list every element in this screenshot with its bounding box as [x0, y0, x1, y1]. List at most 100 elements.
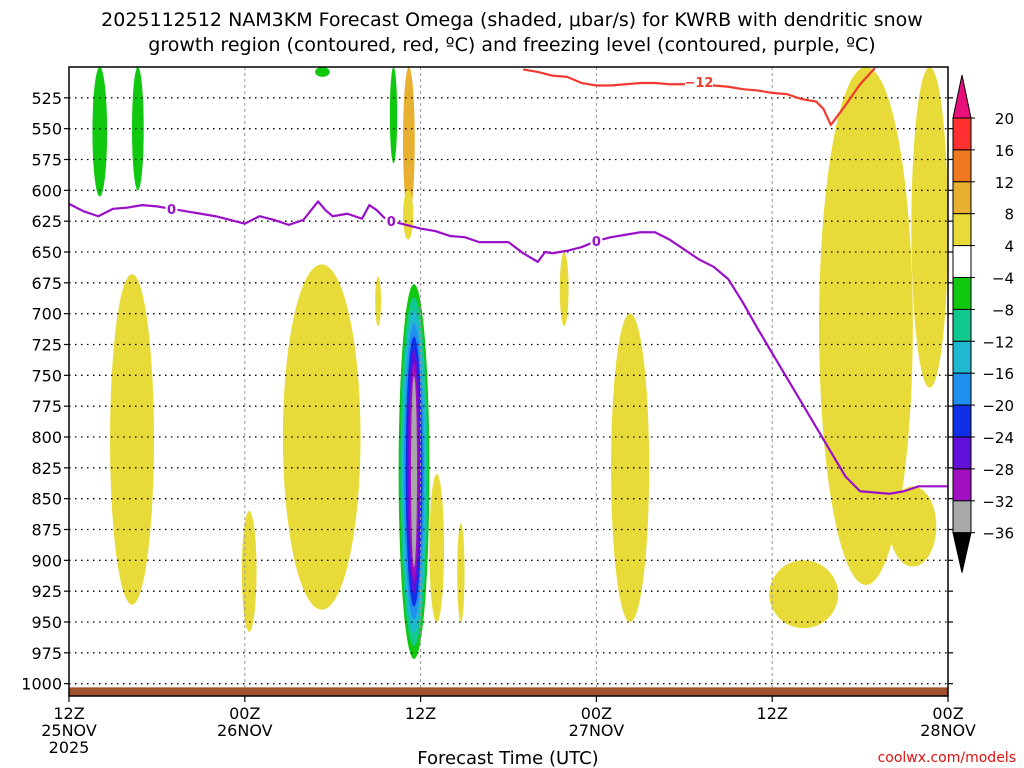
y-tick-label-850: 850 [31, 490, 62, 509]
omega-region-7 [110, 274, 154, 605]
omega-region-11 [429, 474, 445, 622]
omega-region-0 [92, 67, 108, 197]
colorbar-label-8: −16 [982, 365, 1014, 383]
contour-label-0-7: 0 [167, 203, 176, 218]
colorbar-segment-11 [952, 468, 972, 502]
colorbar-label-5: −4 [992, 270, 1014, 288]
x-tick-date-0: 25NOV [41, 721, 97, 740]
y-tick-label-750: 750 [31, 366, 62, 385]
colorbar-label-0: 20 [995, 110, 1014, 128]
y-tick-label-900: 900 [31, 551, 62, 570]
x-tick-label-0: 12Z [53, 704, 84, 723]
contour-line-0 [69, 200, 948, 495]
omega-region-1 [131, 67, 144, 191]
y-tick-label-700: 700 [31, 305, 62, 324]
colorbar-segment-7 [952, 340, 972, 374]
contour-label-0-40: 0 [592, 235, 601, 250]
y-axis: 525 550 575 600 625 650 675 700 725 750 775 800 825 8… [21, 89, 953, 694]
colorbar-label-1: 16 [995, 142, 1014, 160]
omega-region-15 [769, 560, 839, 629]
colorbar-segment-8 [952, 372, 972, 406]
omega-region-5 [403, 190, 414, 240]
x-tick-label-24: 12Z [405, 704, 436, 723]
plot-frame [68, 66, 949, 697]
colorbar-bottom-arrow [952, 532, 972, 573]
credit-text: coolwx.com/models [878, 750, 1016, 766]
colorbar-segment-2 [952, 181, 972, 215]
y-tick-label-650: 650 [31, 243, 62, 262]
colorbar-top-arrow [952, 74, 972, 119]
y-tick-label-825: 825 [31, 459, 62, 478]
omega-region-4 [403, 67, 415, 215]
colorbar-segment-6 [952, 308, 972, 342]
colorbar-label-11: −28 [982, 461, 1014, 479]
y-tick-label-925: 925 [31, 582, 62, 601]
omega-region-18 [889, 486, 937, 567]
x-tick-label-36: 00Z [581, 704, 612, 723]
colorbar-label-2: 12 [995, 174, 1014, 192]
y-tick-label-950: 950 [31, 613, 62, 632]
x-tick-date-12: 26NOV [217, 721, 273, 740]
colorbar-segment-1 [952, 149, 972, 183]
colorbar-label-13: −36 [982, 525, 1014, 543]
omega-core-ring-7 [411, 375, 418, 568]
colorbar-segment-4 [952, 245, 972, 279]
contour-label-0-25: 0 [387, 215, 396, 230]
colorbar-label-10: −24 [982, 429, 1014, 447]
colorbar-label-12: −32 [982, 493, 1014, 511]
x-tick-label-12: 00Z [229, 704, 260, 723]
y-tick-label-550: 550 [31, 120, 62, 139]
colorbar-label-4: 4 [1004, 238, 1014, 256]
x-tick-label-60: 00Z [932, 704, 963, 723]
omega-region-8 [241, 511, 257, 632]
colorbar-label-7: −12 [982, 333, 1014, 351]
x-tick-year-0: 2025 [49, 738, 90, 757]
colorbar-segment-5 [952, 277, 972, 310]
omega-regions [92, 67, 948, 659]
x-tick-date-60: 28NOV [920, 721, 976, 740]
y-tick-label-800: 800 [31, 428, 62, 447]
x-axis-label: Forecast Time (UTC) [417, 748, 598, 768]
omega-region-14 [611, 313, 650, 622]
omega-region-13 [559, 252, 569, 326]
x-tick-date-36: 27NOV [569, 721, 625, 740]
colorbar-label-3: 8 [1004, 206, 1014, 224]
grid-lines [69, 67, 948, 696]
y-tick-label-675: 675 [31, 274, 62, 293]
omega-region-16 [819, 67, 913, 585]
contour-label-bg-0-7 [165, 201, 178, 216]
x-tick-label-48: 12Z [757, 704, 788, 723]
colorbar: 20 16 12 8 4 −4 −8 −12 −16 −20 −24 −28 −32 −36 [952, 74, 1014, 573]
omega-region-10 [375, 276, 382, 327]
contour-label-bg-0-40 [590, 233, 603, 248]
y-tick-label-775: 775 [31, 397, 62, 416]
colorbar-segment-9 [952, 404, 972, 438]
y-tick-label-975: 975 [31, 644, 62, 663]
omega-region-2 [315, 67, 330, 77]
colorbar-segment-0 [952, 117, 972, 151]
omega-region-12 [457, 523, 465, 623]
colorbar-segment-10 [952, 436, 972, 470]
contour-label-bg-0-25 [385, 214, 398, 229]
y-tick-label-625: 625 [31, 212, 62, 231]
colorbar-segment-12 [952, 500, 972, 534]
omega-region-17 [911, 67, 948, 388]
y-tick-label-725: 725 [31, 336, 62, 355]
colorbar-label-9: −20 [982, 397, 1014, 415]
y-tick-label-600: 600 [31, 181, 62, 200]
chart-title-line1: 2025112512 NAM3KM Forecast Omega (shaded… [101, 9, 923, 31]
chart-title-line2: growth region (contoured, red, ºC) and f… [148, 34, 875, 56]
y-tick-label-1000: 1000 [21, 675, 62, 694]
y-tick-label-875: 875 [31, 521, 62, 540]
plot-area: 0 0 0 −12 [69, 67, 948, 696]
terrain-fill [69, 687, 948, 696]
colorbar-label-6: −8 [992, 301, 1014, 319]
omega-region-3 [389, 67, 398, 164]
contour-lines: 0 0 0 −12 [69, 67, 948, 495]
y-tick-label-525: 525 [31, 89, 62, 108]
contour-label-bg-1-12 [684, 74, 713, 89]
colorbar-segment-3 [952, 213, 972, 247]
terrain-ground [69, 687, 948, 696]
contour-label-1-12: −12 [684, 76, 713, 91]
